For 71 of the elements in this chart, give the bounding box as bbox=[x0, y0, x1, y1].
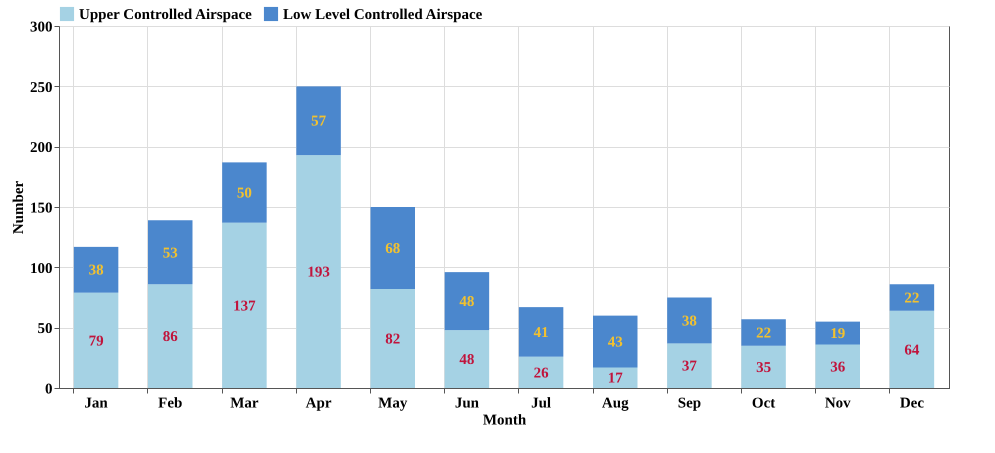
data-label: 53 bbox=[162, 245, 178, 262]
bar bbox=[74, 292, 118, 388]
bar bbox=[518, 356, 564, 388]
bar bbox=[816, 322, 860, 345]
bar bbox=[444, 272, 490, 330]
x-tick-label: Sep bbox=[678, 396, 702, 412]
data-label: 19 bbox=[830, 326, 846, 342]
data-label: 57 bbox=[311, 114, 327, 130]
y-tick-label: 0 bbox=[45, 382, 52, 398]
data-label: 43 bbox=[608, 334, 623, 351]
data-label: 22 bbox=[756, 325, 772, 342]
bar bbox=[444, 330, 490, 388]
y-tick-label: 50 bbox=[38, 321, 52, 338]
bar bbox=[741, 319, 786, 346]
bar bbox=[370, 289, 415, 388]
x-tick-label: Nov bbox=[824, 396, 852, 412]
data-label: 48 bbox=[459, 352, 474, 368]
legend-label: Low Level Controlled Airspace bbox=[283, 7, 483, 23]
data-label: 35 bbox=[756, 360, 772, 376]
x-tick-label: Aug bbox=[602, 396, 630, 412]
data-label: 36 bbox=[830, 359, 846, 376]
x-tick-label: Apr bbox=[306, 396, 332, 412]
data-label: 41 bbox=[534, 324, 549, 341]
bar bbox=[148, 284, 192, 388]
bar bbox=[667, 298, 712, 344]
x-tick-label: Dec bbox=[900, 396, 924, 412]
data-label: 50 bbox=[236, 186, 252, 202]
x-axis-title: Month bbox=[482, 412, 527, 428]
bar bbox=[667, 343, 712, 388]
bar bbox=[741, 346, 786, 388]
data-label: 86 bbox=[162, 329, 178, 346]
bar bbox=[74, 246, 118, 293]
data-label: 37 bbox=[682, 358, 698, 375]
y-tick-label: 300 bbox=[30, 20, 52, 36]
bar bbox=[890, 310, 934, 388]
x-tick-label: Jul bbox=[531, 396, 552, 412]
bar bbox=[518, 307, 564, 357]
x-tick-label: Jun bbox=[454, 396, 480, 412]
bar bbox=[890, 284, 934, 311]
x-tick-label: Jan bbox=[84, 396, 108, 412]
bar bbox=[222, 162, 267, 223]
y-tick-label: 200 bbox=[30, 140, 52, 156]
y-tick-label: 250 bbox=[30, 80, 52, 96]
bar bbox=[816, 344, 860, 388]
data-label: 82 bbox=[385, 332, 400, 348]
data-label: 79 bbox=[88, 333, 104, 350]
bar bbox=[296, 155, 341, 388]
bar bbox=[148, 220, 192, 284]
x-tick-label: Oct bbox=[752, 396, 776, 412]
data-label: 22 bbox=[904, 290, 920, 306]
x-tick-label: Mar bbox=[230, 396, 259, 412]
y-tick-label: 150 bbox=[30, 200, 52, 216]
data-label: 64 bbox=[904, 342, 920, 358]
y-axis-title: Number bbox=[11, 180, 27, 234]
bar bbox=[296, 86, 341, 156]
legend-label: Upper Controlled Airspace bbox=[79, 7, 252, 23]
data-label: 17 bbox=[608, 370, 624, 387]
data-label: 193 bbox=[307, 264, 330, 281]
data-label: 26 bbox=[534, 365, 550, 382]
x-tick-label: May bbox=[378, 396, 408, 412]
bar bbox=[370, 207, 415, 290]
bar bbox=[593, 367, 638, 388]
data-label: 38 bbox=[682, 313, 697, 330]
y-tick-label: 100 bbox=[30, 260, 52, 277]
bar bbox=[222, 222, 267, 388]
data-label: 137 bbox=[233, 298, 256, 314]
data-label: 68 bbox=[385, 241, 400, 258]
data-label: 38 bbox=[88, 262, 104, 279]
data-label: 48 bbox=[459, 294, 474, 310]
x-tick-label: Feb bbox=[158, 396, 182, 412]
bar bbox=[593, 316, 638, 368]
